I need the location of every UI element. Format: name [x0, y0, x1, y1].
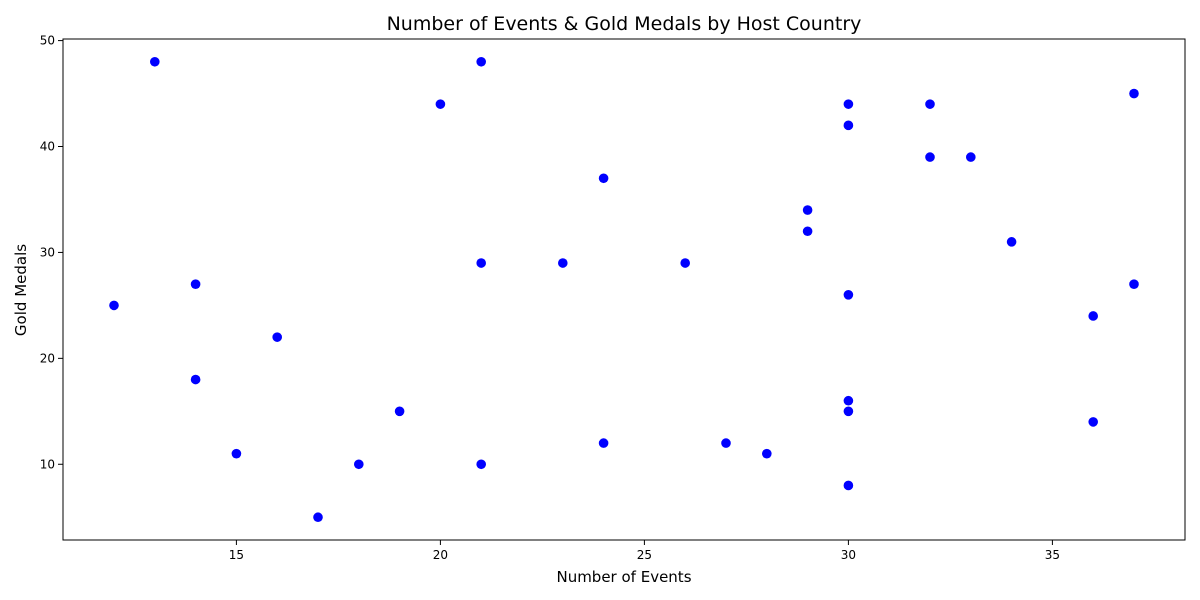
- data-point: [1088, 417, 1098, 427]
- data-point: [802, 226, 813, 237]
- data-point: [558, 258, 568, 268]
- data-point: [190, 374, 201, 385]
- data-point: [843, 480, 854, 491]
- data-point: [1006, 237, 1017, 247]
- data-point: [476, 459, 487, 470]
- data-point: [843, 120, 854, 131]
- data-point: [1129, 279, 1139, 290]
- data-point: [109, 300, 119, 311]
- y-tick-label: 50: [40, 34, 55, 48]
- plot-frame: [62, 38, 1186, 541]
- x-tick-label: 35: [1045, 548, 1060, 562]
- y-tick-label: 20: [40, 351, 55, 365]
- data-point: [762, 448, 772, 459]
- data-point: [598, 438, 609, 448]
- data-point: [354, 459, 364, 470]
- data-point: [925, 99, 935, 109]
- chart-title: Number of Events & Gold Medals by Host C…: [387, 13, 862, 35]
- data-point: [843, 99, 854, 109]
- data-points: [109, 56, 1139, 523]
- y-tick-label: 10: [40, 457, 55, 471]
- data-point: [313, 512, 323, 523]
- y-tick-label: 40: [40, 140, 55, 154]
- data-point: [598, 173, 609, 184]
- y-axis: 10 20 30 40 50: [40, 34, 63, 471]
- data-point: [272, 332, 283, 342]
- data-point: [1129, 88, 1139, 99]
- y-tick-label: 30: [40, 245, 55, 259]
- x-axis-label: Number of Events: [556, 568, 691, 586]
- x-tick-label: 25: [637, 548, 652, 562]
- y-axis-label: Gold Medals: [12, 244, 30, 336]
- data-point: [1088, 311, 1098, 321]
- plot-area: 15 20 25 30 35 10 20 30 40 50: [40, 34, 1186, 562]
- data-point: [190, 279, 201, 290]
- data-point: [966, 152, 976, 162]
- data-point: [925, 152, 935, 162]
- data-point: [680, 258, 690, 268]
- x-axis: 15 20 25 30 35: [229, 540, 1060, 562]
- data-point: [476, 258, 487, 268]
- data-point: [231, 448, 242, 459]
- data-point: [843, 289, 854, 300]
- data-point: [843, 395, 854, 406]
- x-tick-label: 20: [433, 548, 448, 562]
- data-point: [721, 438, 731, 448]
- data-point: [394, 406, 405, 417]
- data-point: [843, 406, 854, 417]
- x-tick-label: 30: [841, 548, 856, 562]
- data-point: [476, 56, 487, 67]
- data-point: [150, 56, 160, 67]
- x-tick-label: 15: [229, 548, 244, 562]
- data-point: [802, 205, 813, 215]
- data-point: [435, 99, 446, 109]
